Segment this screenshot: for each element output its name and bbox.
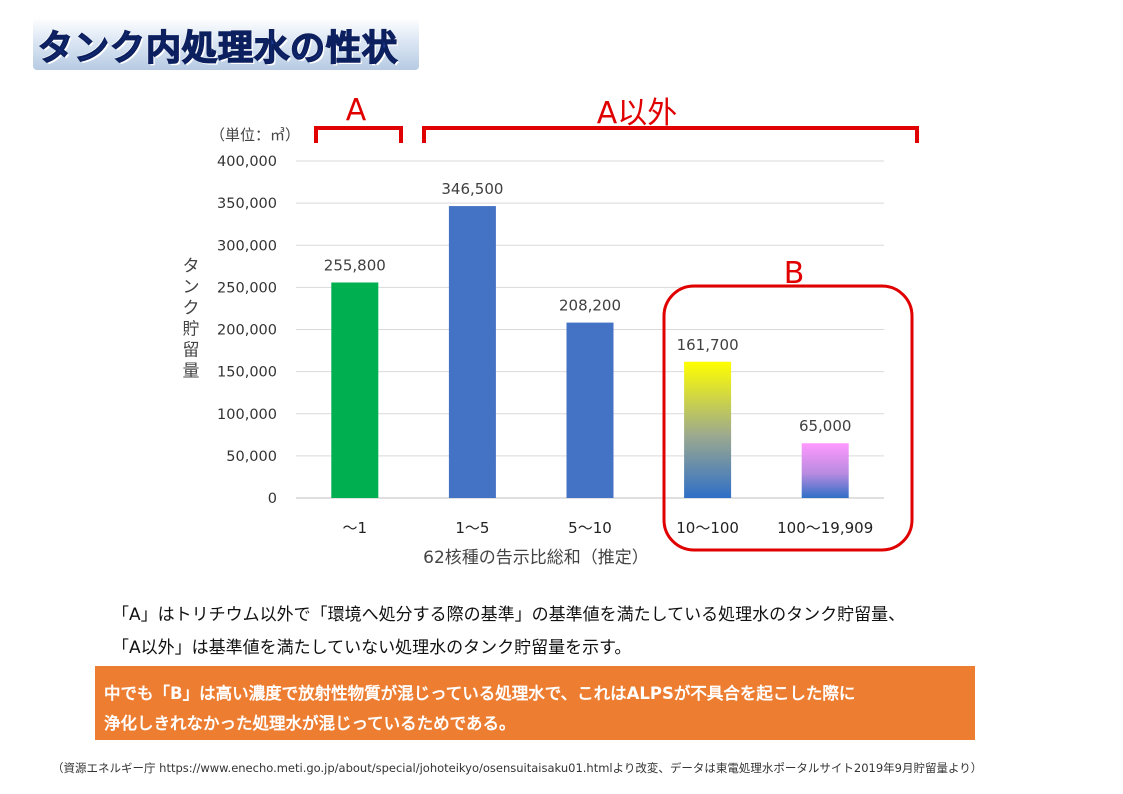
bar	[331, 282, 378, 498]
annotation-a: A	[346, 93, 367, 128]
data-label: 346,500	[441, 180, 503, 198]
y-tick-label: 250,000	[217, 280, 277, 296]
unit-label: （単位：㎥）	[210, 126, 300, 144]
highlight-line-1: 中でも「B」は高い濃度で放射性物質が混じっている処理水で、これはALPSが不具合…	[104, 680, 855, 704]
data-label: 255,800	[324, 256, 386, 274]
annotation-b: B	[784, 256, 805, 291]
y-tick-label: 0	[268, 491, 277, 507]
bar	[802, 443, 849, 498]
highlight-line-2: 浄化しきれなかった処理水が混じっているためである。	[104, 710, 516, 734]
bracket-a	[316, 128, 401, 143]
note-line-1: 「A」はトリチウム以外で「環境へ処分する際の基準」の基準値を満たしている処理水の…	[112, 600, 905, 625]
source-citation: （資源エネルギー庁 https://www.enecho.meti.go.jp/…	[52, 760, 982, 776]
y-tick-label: 200,000	[217, 323, 277, 339]
data-label: 208,200	[559, 297, 621, 315]
note-line-2: 「A以外」は基準値を満たしていない処理水のタンク貯留量を示す。	[112, 633, 631, 658]
annotation-not-a: A以外	[597, 96, 678, 131]
bar	[684, 362, 731, 498]
x-tick-label: 10～100	[676, 519, 739, 537]
y-axis-label: タンク貯留量	[183, 257, 200, 382]
y-tick-label: 150,000	[217, 365, 277, 381]
data-label: 161,700	[677, 336, 739, 354]
x-tick-label: ～1	[343, 519, 368, 537]
bar	[567, 323, 614, 498]
bar	[449, 206, 496, 498]
y-tick-label: 100,000	[217, 407, 277, 423]
y-tick-label: 300,000	[217, 238, 277, 254]
x-tick-label: 100～19,909	[777, 519, 873, 537]
bar-chart: （単位：㎥） 0 50,000 100,000 150,000 200,000 250,0…	[0, 0, 1123, 600]
y-tick-label: 350,000	[217, 196, 277, 212]
y-tick-label: 400,000	[217, 154, 277, 170]
data-label: 65,000	[799, 417, 852, 435]
x-tick-label: 1～5	[455, 519, 489, 537]
x-tick-label: 5～10	[568, 519, 612, 537]
x-axis-label: 62核種の告示比総和（推定）	[423, 548, 649, 568]
y-tick-label: 50,000	[226, 449, 277, 465]
